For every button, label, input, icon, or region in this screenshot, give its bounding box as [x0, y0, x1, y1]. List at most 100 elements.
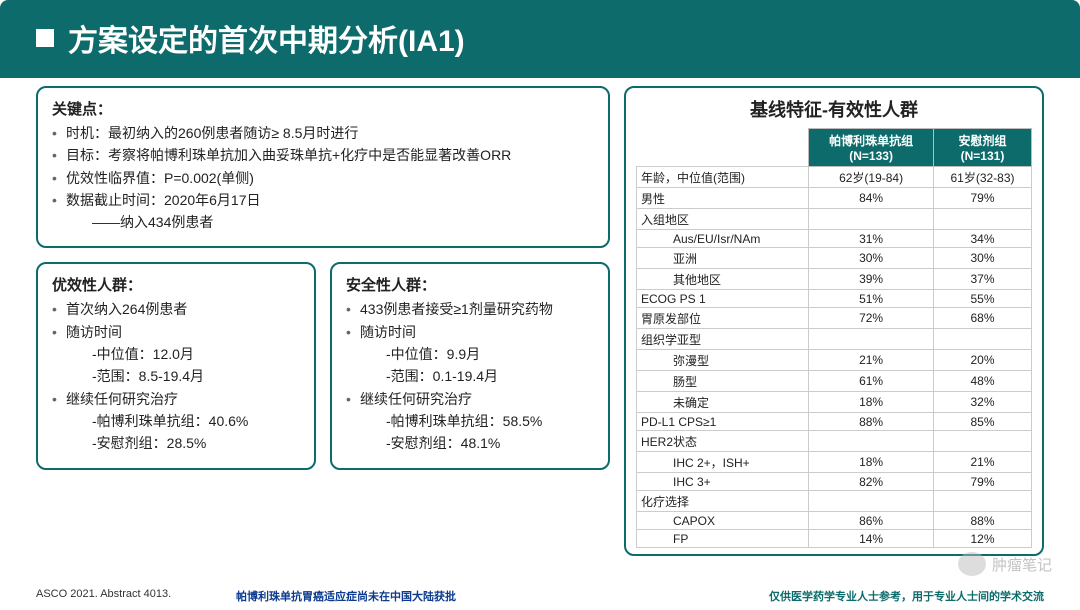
- table-label: Aus/EU/Isr/NAm: [637, 230, 809, 248]
- table-val-b: 79%: [933, 473, 1031, 491]
- table-label: PD-L1 CPS≥1: [637, 413, 809, 431]
- saf-sub: -范围：0.1-19.4月: [346, 366, 594, 386]
- table-val-b: 79%: [933, 188, 1031, 209]
- table-row: Aus/EU/Isr/NAm31%34%: [637, 230, 1032, 248]
- table-row: IHC 3+82%79%: [637, 473, 1032, 491]
- table-row: 入组地区: [637, 209, 1032, 230]
- table-label: IHC 3+: [637, 473, 809, 491]
- baseline-box: 基线特征-有效性人群 帕博利珠单抗组 (N=133) 安慰剂组 (N=131) …: [624, 86, 1044, 556]
- table-val-a: 61%: [809, 371, 934, 392]
- table-row: 未确定18%32%: [637, 392, 1032, 413]
- keypoints-sub: ——纳入434例患者: [52, 212, 594, 232]
- table-label: 组织学亚型: [637, 329, 809, 350]
- table-val-b: 55%: [933, 290, 1031, 308]
- table-val-b: 32%: [933, 392, 1031, 413]
- table-val-b: 21%: [933, 452, 1031, 473]
- table-val-a: 30%: [809, 248, 934, 269]
- eff-item: 随访时间: [52, 322, 300, 342]
- table-body: 年龄，中位值(范围)62岁(19-84)61岁(32-83)男性84%79%入组…: [637, 167, 1032, 548]
- table-row: 男性84%79%: [637, 188, 1032, 209]
- table-val-a: 84%: [809, 188, 934, 209]
- keypoints-box: 关键点： 时机：最初纳入的260例患者随访≥ 8.5月时进行 目标：考察将帕博利…: [36, 86, 610, 248]
- table-row: PD-L1 CPS≥188%85%: [637, 413, 1032, 431]
- table-val-a: 51%: [809, 290, 934, 308]
- table-label: 化疗选择: [637, 491, 809, 512]
- table-row: 化疗选择: [637, 491, 1032, 512]
- footer-mid: 帕博利珠单抗胃癌适应症尚未在中国大陆获批: [236, 588, 456, 604]
- table-label: 肠型: [637, 371, 809, 392]
- table-row: 肠型61%48%: [637, 371, 1032, 392]
- table-val-a: 21%: [809, 350, 934, 371]
- table-col1: 帕博利珠单抗组 (N=133): [809, 129, 934, 167]
- table-val-a: [809, 491, 934, 512]
- saf-sub: -帕博利珠单抗组：58.5%: [346, 411, 594, 431]
- table-val-a: 82%: [809, 473, 934, 491]
- table-row: 胃原发部位72%68%: [637, 308, 1032, 329]
- table-row: HER2状态: [637, 431, 1032, 452]
- efficacy-title: 优效性人群：: [52, 274, 300, 295]
- chat-bubble-icon: [958, 552, 986, 576]
- table-val-a: [809, 431, 934, 452]
- table-label: HER2状态: [637, 431, 809, 452]
- baseline-table: 帕博利珠单抗组 (N=133) 安慰剂组 (N=131) 年龄，中位值(范围)6…: [636, 128, 1032, 548]
- table-label: CAPOX: [637, 512, 809, 530]
- eff-sub: -中位值：12.0月: [52, 344, 300, 364]
- saf-sub: -安慰剂组：48.1%: [346, 433, 594, 453]
- table-label: 未确定: [637, 392, 809, 413]
- eff-item: 首次纳入264例患者: [52, 299, 300, 319]
- safety-title: 安全性人群：: [346, 274, 594, 295]
- table-val-b: [933, 329, 1031, 350]
- table-val-b: [933, 209, 1031, 230]
- table-val-b: 48%: [933, 371, 1031, 392]
- table-label: IHC 2+，ISH+: [637, 452, 809, 473]
- eff-sub: -帕博利珠单抗组：40.6%: [52, 411, 300, 431]
- table-label: 其他地区: [637, 269, 809, 290]
- eff-item: 继续任何研究治疗: [52, 389, 300, 409]
- table-row: FP14%12%: [637, 530, 1032, 548]
- saf-item: 随访时间: [346, 322, 594, 342]
- table-row: ECOG PS 151%55%: [637, 290, 1032, 308]
- keypoints-item: 优效性临界值：P=0.002(单侧): [52, 168, 594, 188]
- table-val-b: 12%: [933, 530, 1031, 548]
- table-val-b: 20%: [933, 350, 1031, 371]
- eff-sub: -安慰剂组：28.5%: [52, 433, 300, 453]
- eff-sub: -范围：8.5-19.4月: [52, 366, 300, 386]
- table-val-b: 68%: [933, 308, 1031, 329]
- table-label: ECOG PS 1: [637, 290, 809, 308]
- baseline-title: 基线特征-有效性人群: [636, 96, 1032, 122]
- table-val-a: 18%: [809, 452, 934, 473]
- right-column: 基线特征-有效性人群 帕博利珠单抗组 (N=133) 安慰剂组 (N=131) …: [624, 86, 1044, 556]
- keypoints-item: 目标：考察将帕博利珠单抗加入曲妥珠单抗+化疗中是否能显著改善ORR: [52, 145, 594, 165]
- header-bullet-icon: [36, 29, 54, 47]
- table-label: 男性: [637, 188, 809, 209]
- table-val-a: 14%: [809, 530, 934, 548]
- table-val-b: 37%: [933, 269, 1031, 290]
- footer-left: ASCO 2021. Abstract 4013.: [36, 588, 171, 604]
- footer-right: 仅供医学药学专业人士参考，用于专业人士间的学术交流: [769, 588, 1044, 604]
- keypoints-item: 时机：最初纳入的260例患者随访≥ 8.5月时进行: [52, 123, 594, 143]
- table-row: 亚洲30%30%: [637, 248, 1032, 269]
- table-val-a: 86%: [809, 512, 934, 530]
- table-row: 组织学亚型: [637, 329, 1032, 350]
- table-val-b: 85%: [933, 413, 1031, 431]
- slide-footer: ASCO 2021. Abstract 4013. 帕博利珠单抗胃癌适应症尚未在…: [36, 588, 1044, 604]
- slide-title: 方案设定的首次中期分析(IA1): [68, 16, 465, 60]
- table-val-b: 30%: [933, 248, 1031, 269]
- watermark-text: 肿瘤笔记: [992, 554, 1052, 575]
- populations-row: 优效性人群： 首次纳入264例患者 随访时间 -中位值：12.0月 -范围：8.…: [36, 262, 610, 469]
- table-val-b: [933, 491, 1031, 512]
- table-val-a: 72%: [809, 308, 934, 329]
- slide-header: 方案设定的首次中期分析(IA1): [0, 0, 1080, 78]
- table-val-a: 18%: [809, 392, 934, 413]
- table-label: 胃原发部位: [637, 308, 809, 329]
- left-column: 关键点： 时机：最初纳入的260例患者随访≥ 8.5月时进行 目标：考察将帕博利…: [36, 86, 610, 556]
- table-row: 年龄，中位值(范围)62岁(19-84)61岁(32-83): [637, 167, 1032, 188]
- keypoints-item: 数据截止时间：2020年6月17日: [52, 190, 594, 210]
- table-val-a: [809, 329, 934, 350]
- table-val-a: 31%: [809, 230, 934, 248]
- table-label: FP: [637, 530, 809, 548]
- table-val-b: 61岁(32-83): [933, 167, 1031, 188]
- safety-box: 安全性人群： 433例患者接受≥1剂量研究药物 随访时间 -中位值：9.9月 -…: [330, 262, 610, 469]
- table-val-a: 88%: [809, 413, 934, 431]
- table-label: 入组地区: [637, 209, 809, 230]
